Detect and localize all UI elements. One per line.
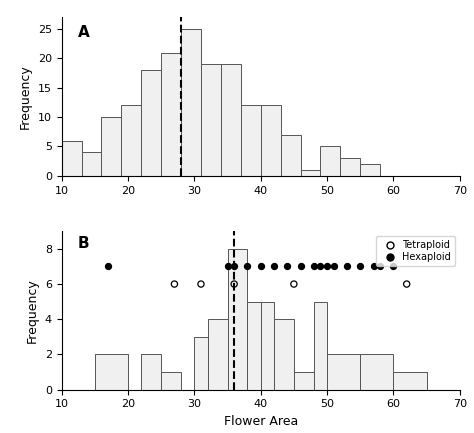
Bar (42, 146, 62, 176)
Y-axis label: Frequency: Frequency (26, 278, 39, 343)
Bar (360, 355, 393, 390)
Point (310, 263, 318, 270)
Point (290, 281, 298, 288)
X-axis label: Flower Area: Flower Area (224, 415, 298, 428)
Point (403, 281, 410, 288)
Bar (301, 170, 320, 176)
Text: B: B (78, 236, 89, 251)
Bar (294, 372, 314, 390)
Point (230, 263, 238, 270)
Y-axis label: Frequency: Frequency (19, 64, 32, 129)
Bar (320, 146, 340, 176)
Bar (228, 249, 247, 390)
Bar (221, 64, 241, 176)
Bar (314, 302, 327, 390)
Bar (95, 355, 128, 390)
Point (297, 263, 304, 270)
Bar (194, 337, 208, 390)
Point (317, 263, 324, 270)
Point (244, 263, 251, 270)
Point (270, 263, 278, 270)
Bar (247, 302, 261, 390)
Point (171, 281, 178, 288)
Bar (101, 117, 121, 176)
Point (343, 263, 351, 270)
Point (390, 263, 397, 270)
Point (197, 281, 205, 288)
Bar (241, 105, 261, 176)
Bar (82, 152, 101, 176)
Bar (141, 355, 161, 390)
Bar (274, 319, 294, 390)
Bar (181, 29, 201, 176)
Bar (281, 135, 301, 176)
Bar (121, 105, 141, 176)
Bar (161, 52, 181, 176)
Point (257, 263, 264, 270)
Point (330, 263, 337, 270)
Bar (360, 164, 380, 176)
Bar (161, 372, 181, 390)
Bar (208, 319, 228, 390)
Bar (261, 302, 274, 390)
Point (104, 263, 112, 270)
Bar (141, 70, 161, 176)
Bar (340, 158, 360, 176)
Point (356, 263, 364, 270)
Bar (393, 372, 427, 390)
Point (370, 263, 377, 270)
Point (230, 281, 238, 288)
Bar (261, 105, 281, 176)
Bar (201, 64, 221, 176)
Legend: Tetraploid, Hexaploid: Tetraploid, Hexaploid (376, 236, 455, 266)
Bar (62, 141, 82, 176)
Point (376, 263, 384, 270)
Point (283, 263, 291, 270)
Point (323, 263, 331, 270)
Text: A: A (78, 25, 89, 40)
Point (224, 263, 231, 270)
Bar (327, 355, 360, 390)
